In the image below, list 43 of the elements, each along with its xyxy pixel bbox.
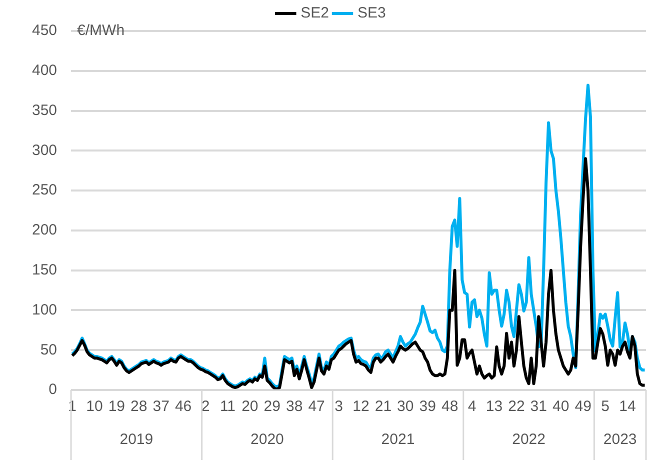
x-tick-label: 40 [552,398,570,416]
y-tick-label: 450 [32,22,58,40]
y-axis-title: €/MWh [77,22,125,40]
x-tick-label: 37 [152,398,170,416]
legend-label: SE2 [300,4,330,22]
y-tick-label: 150 [32,261,58,278]
x-tick-label: 48 [441,398,458,416]
legend-label: SE3 [358,4,386,22]
y-tick-label: 300 [32,142,58,159]
y-tick-label: 200 [32,222,58,239]
x-tick-label: 19 [108,398,126,416]
x-tick-label: 3 [334,398,343,416]
y-tick-label: 400 [32,62,58,80]
x-tick-label: 38 [286,398,303,416]
x-tick-label: 31 [530,398,547,416]
x-tick-label: 2 [201,398,210,416]
x-tick-label: 47 [308,398,325,416]
x-tick-label: 28 [130,398,148,416]
text: 2019 [120,431,154,448]
y-tick-label: 100 [32,301,58,318]
x-tick-label: 4 [468,398,476,416]
text: 2022 [512,431,546,448]
text: 2021 [381,431,415,448]
x-tick-label: 10 [86,398,103,416]
x-tick-label: 12 [352,398,370,416]
y-tick-label: 250 [32,182,58,199]
y-tick-label: 50 [40,341,58,358]
x-tick-label: 49 [574,398,592,416]
x-tick-label: 46 [174,398,192,416]
text: 2023 [603,431,637,448]
x-tick-label: 21 [374,398,392,416]
x-tick-label: 30 [397,398,414,416]
text: 2020 [250,431,284,448]
x-tick-label: 39 [419,398,436,416]
x-tick-label: 13 [486,398,503,416]
x-tick-label: 20 [242,398,258,416]
y-tick-label: 350 [32,102,58,119]
x-tick-label: 5 [601,398,610,416]
y-tick-label: 0 [48,381,58,398]
x-tick-label: 14 [619,398,636,416]
x-tick-label: 11 [220,398,236,416]
x-tick-label: 29 [264,398,280,416]
x-tick-label: 22 [508,398,525,416]
